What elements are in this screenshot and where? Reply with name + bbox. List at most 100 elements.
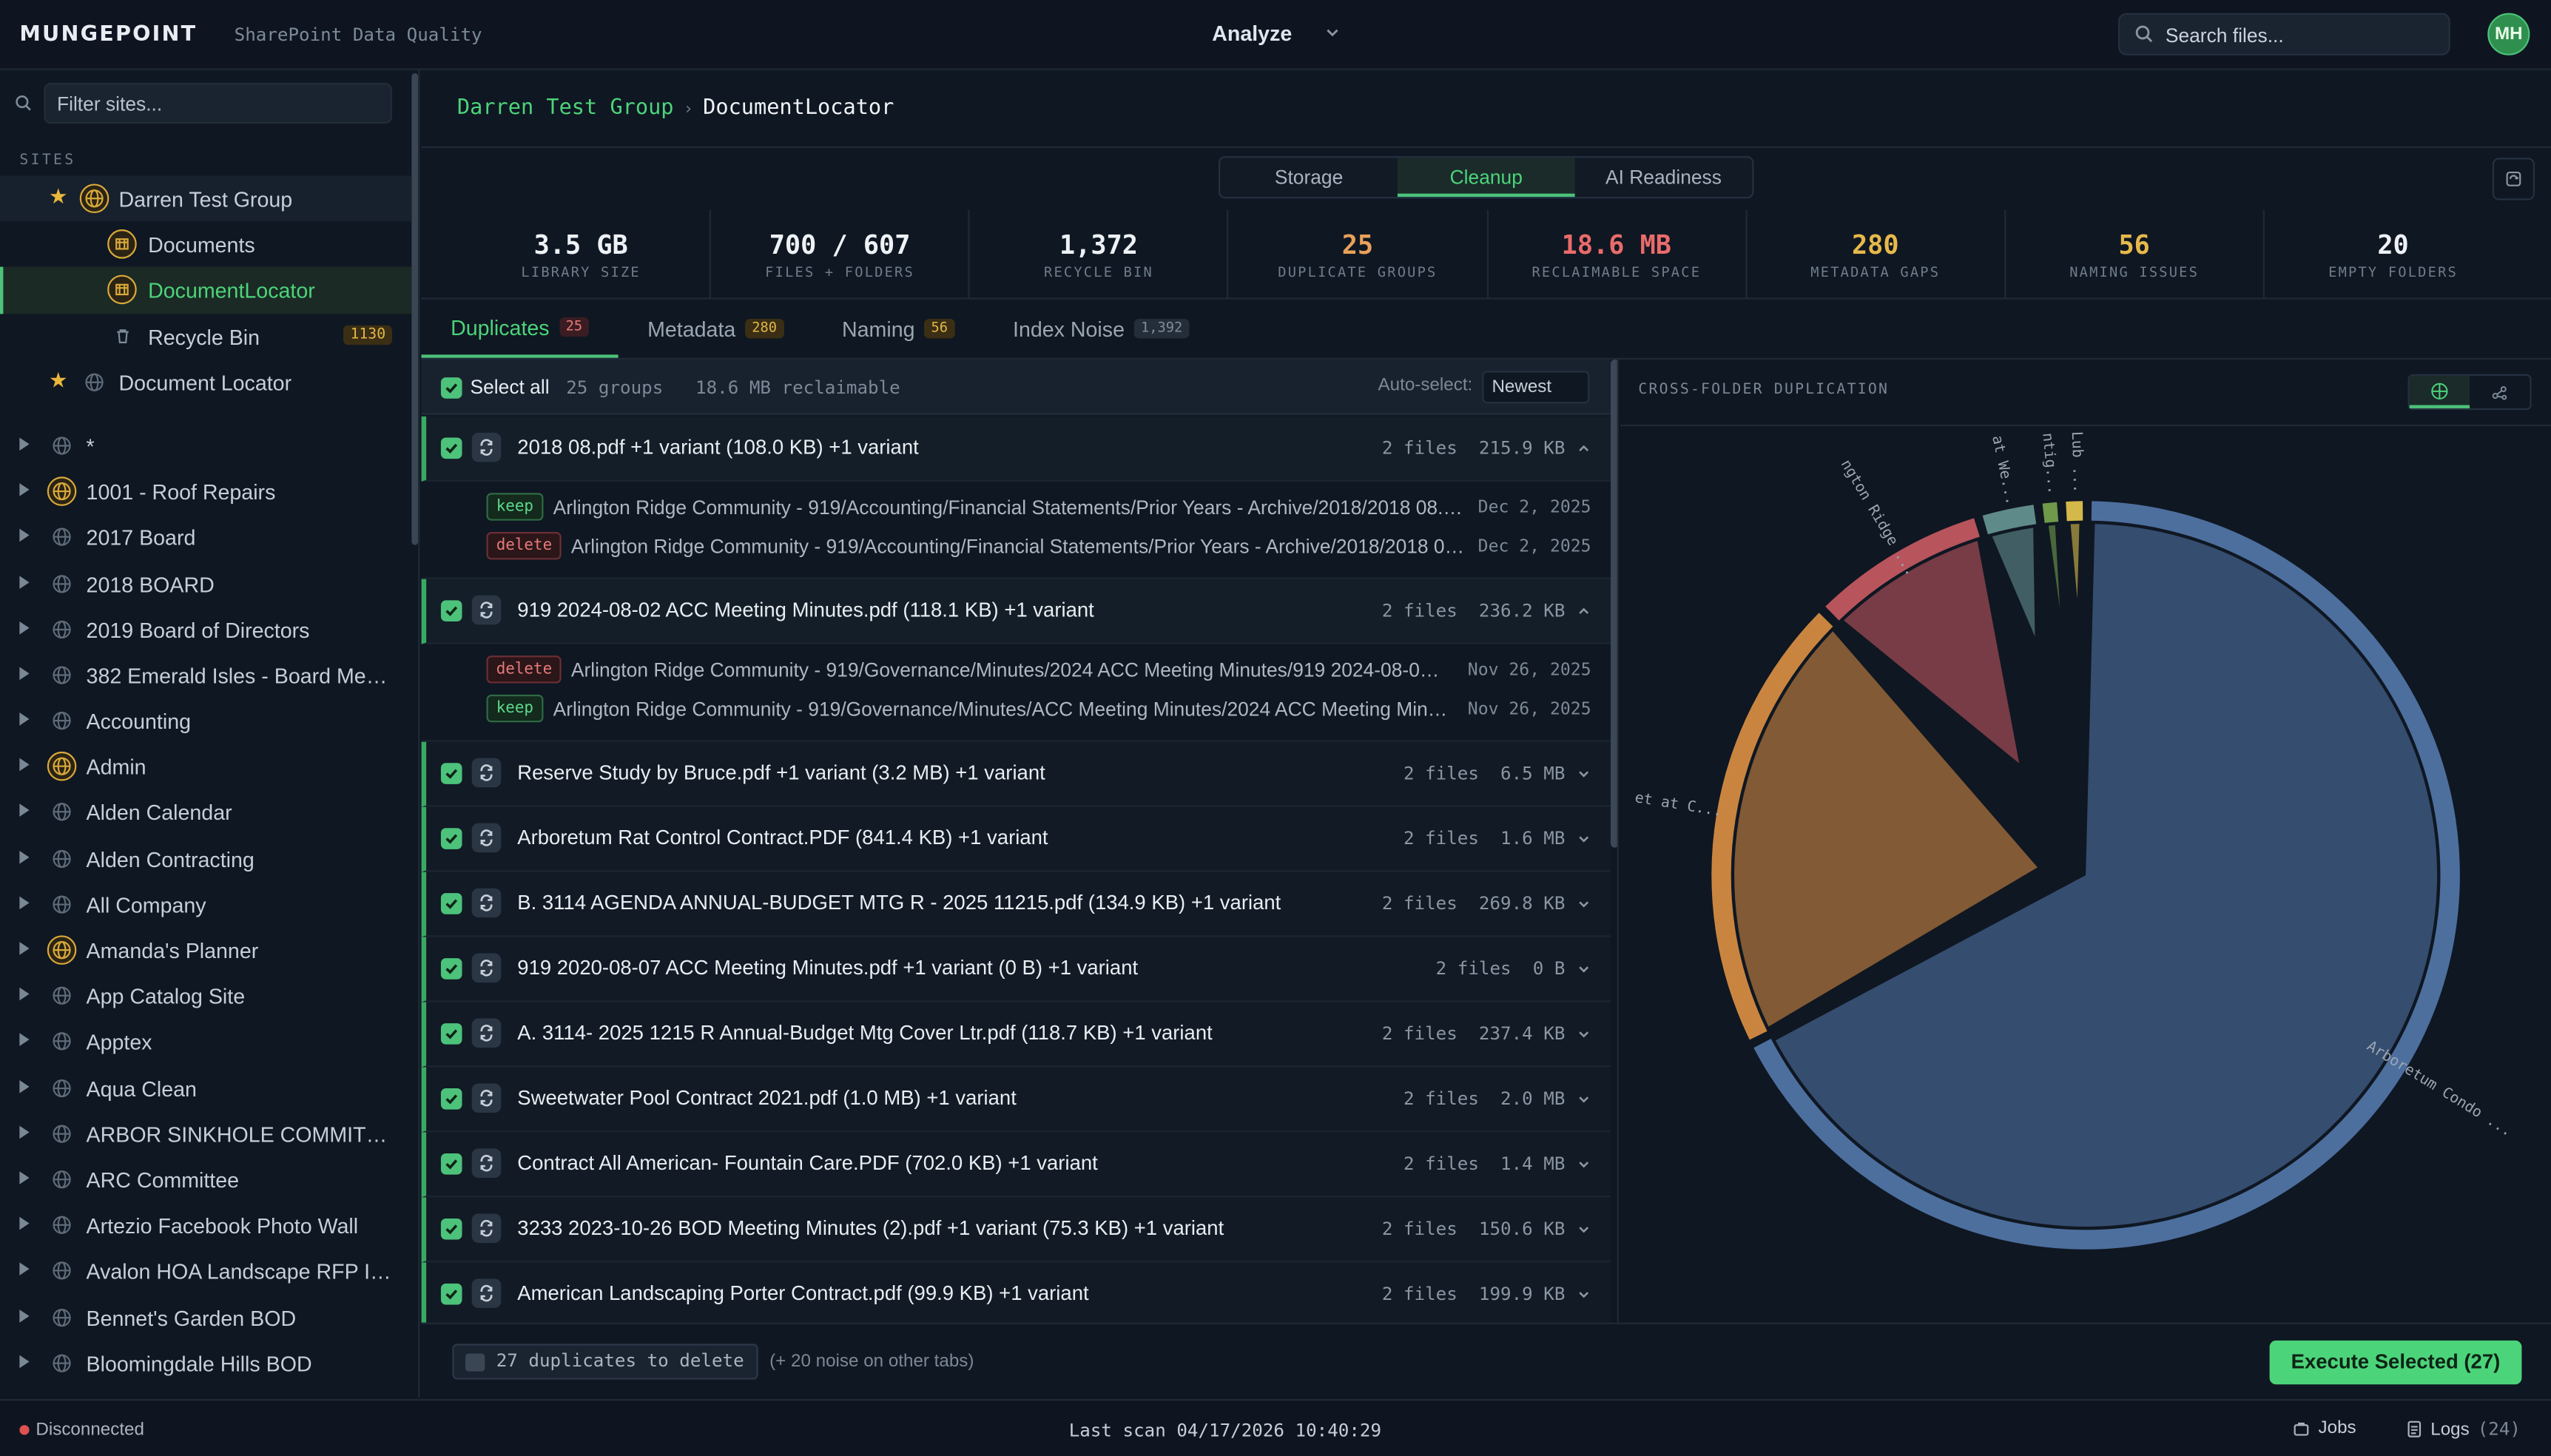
site-item[interactable]: Aqua Clean bbox=[0, 1065, 411, 1110]
site-item[interactable]: Artezio Facebook Photo Wall bbox=[0, 1202, 411, 1248]
expand-caret-icon[interactable] bbox=[19, 758, 30, 772]
pie-slice[interactable] bbox=[1982, 505, 2037, 637]
chevron-down-icon[interactable] bbox=[1577, 766, 1591, 781]
expand-caret-icon[interactable] bbox=[19, 483, 30, 496]
group-checkbox[interactable] bbox=[440, 600, 462, 621]
issue-tab-duplicates[interactable]: Duplicates 25 bbox=[421, 300, 619, 358]
tab-storage[interactable]: Storage bbox=[1274, 166, 1344, 189]
star-icon[interactable]: ★ bbox=[48, 183, 68, 209]
issue-tab-index-noise[interactable]: Index Noise 1,392 bbox=[983, 300, 1218, 358]
chevron-down-icon[interactable] bbox=[1577, 962, 1591, 977]
group-checkbox[interactable] bbox=[440, 437, 462, 459]
expand-caret-icon[interactable] bbox=[19, 850, 30, 863]
delete-tag[interactable]: delete bbox=[486, 532, 562, 560]
list-scrollbar[interactable] bbox=[1610, 359, 1617, 848]
site-item[interactable]: Apptex bbox=[0, 1019, 411, 1065]
duplicate-group-row[interactable]: A. 3114- 2025 1215 R Annual-Budget Mtg C… bbox=[421, 1002, 1611, 1068]
sidebar-scrollbar[interactable] bbox=[411, 73, 419, 545]
group-checkbox[interactable] bbox=[440, 1023, 462, 1045]
expand-caret-icon[interactable] bbox=[19, 942, 30, 955]
expand-caret-icon[interactable] bbox=[19, 1034, 30, 1047]
chevron-down-icon[interactable] bbox=[1577, 1091, 1591, 1106]
site-item[interactable]: ARBOR SINKHOLE COMMITTEE bbox=[0, 1110, 411, 1156]
duplicate-group-row[interactable]: B. 3114 AGENDA ANNUAL-BUDGET MTG R - 202… bbox=[421, 872, 1611, 937]
expand-caret-icon[interactable] bbox=[19, 529, 30, 542]
keep-tag[interactable]: keep bbox=[486, 493, 544, 521]
select-all-checkbox[interactable] bbox=[440, 377, 462, 399]
expand-caret-icon[interactable] bbox=[19, 575, 30, 588]
library-item-recycle-bin[interactable]: Recycle Bin 1130 bbox=[0, 313, 411, 359]
group-checkbox[interactable] bbox=[440, 1153, 462, 1175]
site-item[interactable]: Admin bbox=[0, 744, 411, 789]
site-item[interactable]: Accounting bbox=[0, 698, 411, 744]
pie-slice[interactable] bbox=[1753, 501, 2460, 1250]
pie-slice[interactable] bbox=[2042, 502, 2060, 608]
expand-caret-icon[interactable] bbox=[19, 437, 30, 451]
breadcrumb-parent[interactable]: Darren Test Group bbox=[456, 95, 674, 121]
site-item[interactable]: Bloomingdale Hills BOD bbox=[0, 1340, 411, 1386]
network-view-button[interactable] bbox=[2470, 376, 2530, 408]
expand-caret-icon[interactable] bbox=[19, 1171, 30, 1184]
expand-caret-icon[interactable] bbox=[19, 896, 30, 909]
refresh-button[interactable] bbox=[2492, 158, 2535, 200]
group-checkbox[interactable] bbox=[440, 1088, 462, 1110]
delete-tag[interactable]: delete bbox=[486, 655, 562, 684]
site-item[interactable]: 2017 Board bbox=[0, 515, 411, 561]
site-item[interactable]: 1001 - Roof Repairs bbox=[0, 469, 411, 515]
pie-slice[interactable] bbox=[2066, 501, 2083, 599]
group-checkbox[interactable] bbox=[440, 1283, 462, 1305]
expand-caret-icon[interactable] bbox=[19, 1079, 30, 1093]
chevron-down-icon[interactable] bbox=[1577, 1221, 1591, 1236]
duplicate-group-row[interactable]: Reserve Study by Bruce.pdf +1 variant (3… bbox=[421, 741, 1611, 807]
group-checkbox[interactable] bbox=[440, 763, 462, 784]
duplicate-group-row[interactable]: Sweetwater Pool Contract 2021.pdf (1.0 M… bbox=[421, 1067, 1611, 1133]
expand-caret-icon[interactable] bbox=[19, 804, 30, 818]
mode-selector[interactable]: Analyze bbox=[1212, 21, 1293, 46]
pie-view-button[interactable] bbox=[2409, 375, 2470, 408]
site-item[interactable]: Alden Calendar bbox=[0, 789, 411, 835]
site-item[interactable]: Bennet's Garden BOD bbox=[0, 1294, 411, 1340]
library-item-documents[interactable]: Documents bbox=[0, 221, 411, 267]
duplicate-group-row[interactable]: 2018 08.pdf +1 variant (108.0 KB) +1 var… bbox=[421, 416, 1611, 482]
chevron-up-icon[interactable] bbox=[1577, 604, 1591, 619]
jobs-button[interactable]: Jobs bbox=[2292, 1418, 2356, 1438]
expand-caret-icon[interactable] bbox=[19, 667, 30, 680]
site-item[interactable]: 382 Emerald Isles - Board Memb... bbox=[0, 652, 411, 698]
issue-tab-metadata[interactable]: Metadata 280 bbox=[619, 300, 813, 358]
site-filter-input[interactable] bbox=[56, 91, 383, 118]
duplicate-group-row[interactable]: Arboretum Rat Control Contract.PDF (841.… bbox=[421, 806, 1611, 872]
tab-ai-readiness[interactable]: AI Readiness bbox=[1605, 166, 1722, 189]
expand-caret-icon[interactable] bbox=[19, 1125, 30, 1139]
site-item-document-locator[interactable]: ★ Document Locator bbox=[0, 359, 411, 405]
search-box[interactable] bbox=[2118, 13, 2450, 55]
group-checkbox[interactable] bbox=[440, 958, 462, 980]
expand-caret-icon[interactable] bbox=[19, 1354, 30, 1368]
duplicate-group-row[interactable]: American Landscaping Porter Contract.pdf… bbox=[421, 1262, 1611, 1323]
issue-tab-naming[interactable]: Naming 56 bbox=[812, 300, 983, 358]
chevron-down-icon[interactable] bbox=[1324, 24, 1341, 41]
group-checkbox[interactable] bbox=[440, 1218, 462, 1240]
site-item[interactable]: * bbox=[0, 423, 411, 469]
site-item[interactable]: 2019 Board of Directors bbox=[0, 606, 411, 652]
expand-caret-icon[interactable] bbox=[19, 712, 30, 726]
site-item[interactable]: App Catalog Site bbox=[0, 973, 411, 1019]
file-row[interactable]: delete Arlington Ridge Community - 919/Go… bbox=[422, 651, 1611, 690]
keep-tag[interactable]: keep bbox=[486, 694, 544, 723]
execute-selected-button[interactable]: Execute Selected (27) bbox=[2269, 1340, 2522, 1385]
duplicate-group-row[interactable]: Contract All American- Fountain Care.PDF… bbox=[421, 1132, 1611, 1198]
library-item-documentlocator[interactable]: DocumentLocator bbox=[0, 267, 412, 314]
group-checkbox[interactable] bbox=[440, 828, 462, 849]
expand-caret-icon[interactable] bbox=[19, 621, 30, 634]
pie-slice[interactable] bbox=[1711, 613, 2038, 1040]
logs-button[interactable]: Logs (24) bbox=[2406, 1418, 2521, 1440]
site-item[interactable]: Alden Contracting bbox=[0, 835, 411, 881]
chevron-down-icon[interactable] bbox=[1577, 832, 1591, 846]
chevron-up-icon[interactable] bbox=[1577, 441, 1591, 456]
expand-caret-icon[interactable] bbox=[19, 1263, 30, 1276]
site-item[interactable]: ARC Committee bbox=[0, 1156, 411, 1202]
file-row[interactable]: keep Arlington Ridge Community - 919/Gove… bbox=[422, 690, 1611, 729]
expand-caret-icon[interactable] bbox=[19, 988, 30, 1001]
search-input[interactable] bbox=[2165, 21, 2439, 51]
site-filter[interactable] bbox=[44, 83, 392, 124]
chevron-down-icon[interactable] bbox=[1577, 1287, 1591, 1301]
